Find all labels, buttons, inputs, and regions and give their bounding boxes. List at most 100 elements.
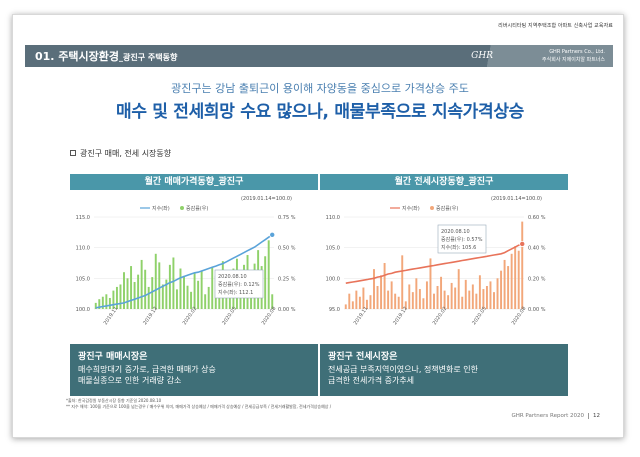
bar [447, 295, 450, 309]
bar [418, 289, 421, 309]
headline: 매수 및 전세희망 수요 많으나, 매물부족으로 지속가격상승 [115, 102, 525, 122]
bar [464, 279, 467, 309]
y-tick-left: 110.0 [326, 215, 340, 221]
bar [521, 221, 524, 309]
bar [496, 278, 499, 309]
bar [119, 284, 122, 309]
bar [429, 258, 432, 309]
bar [454, 287, 457, 309]
bar [108, 297, 111, 309]
index-line [345, 243, 523, 284]
bar [105, 294, 108, 309]
bar [394, 293, 397, 309]
bar [383, 263, 386, 309]
bar [211, 267, 214, 309]
bar [193, 273, 196, 309]
y-tick-right: 0.50 % [278, 246, 296, 252]
bar [433, 293, 435, 309]
y-tick-right: 0.25 % [278, 276, 296, 282]
bar [126, 278, 129, 309]
bar [507, 266, 510, 309]
bar [390, 281, 393, 309]
bar [271, 294, 274, 309]
footnote-index: ** 지수 해석: 100을 기준으로 100을 넘는경우 / 매수우위 의미,… [66, 404, 332, 409]
bar [147, 286, 150, 309]
chart-title-jeonse: 월간 전세시장동향_광진구 [320, 174, 568, 190]
bar [179, 268, 182, 309]
y-tick-right: 0.00 % [278, 307, 296, 313]
bar [478, 275, 481, 309]
bar [98, 299, 101, 309]
bar [207, 286, 210, 309]
bar [362, 287, 365, 309]
company-name: GHR Partners Co., Ltd. 주식회사 지에이치알 파트너스 [542, 48, 605, 64]
bar [344, 304, 347, 309]
bar [351, 301, 354, 309]
bar [115, 286, 118, 309]
bar [489, 281, 492, 309]
footer-report: GHR Partners Report 2020 [511, 413, 584, 419]
y-tick-right: 0.00 % [528, 307, 546, 313]
desc-text-jeonse-2: 급격한 전세가격 증가추세 [328, 376, 415, 385]
bar [161, 284, 164, 309]
bar [493, 292, 495, 309]
bar [471, 284, 474, 309]
bar [411, 292, 414, 309]
desc-box-jeonse: 광진구 전세시장은 전세공급 부족지역이였으나, 정책변화로 인한 급격한 전세… [320, 344, 568, 396]
bar [461, 296, 464, 309]
bar [172, 257, 175, 309]
bar [123, 272, 125, 309]
legend-bar-swatch [180, 206, 184, 210]
bar [137, 274, 140, 309]
bar [387, 290, 390, 309]
top-note: 리버시티타팅 지역주택조합 아파트 신축사업 교육자료 [498, 23, 613, 29]
bar [154, 253, 157, 309]
bar [94, 302, 97, 309]
bar [101, 296, 104, 309]
y-tick-right: 0.75 % [278, 215, 296, 221]
bar [517, 250, 520, 309]
tooltip-index: 지수(좌): 105.6 [441, 244, 476, 251]
last-point [269, 231, 276, 238]
footnote: *출처: 한국감정원 부동산시장 동향 기준일 2020.08.10 ** 지수… [66, 398, 331, 410]
legend-bar-label: 증감률(우) [436, 205, 458, 212]
bar [175, 289, 178, 309]
bar [443, 290, 446, 309]
legend-bar-swatch [430, 206, 434, 210]
chart-sale-svg: (2019.01.14=100.0) 지수(좌) 증감률(우) 115.0 110.0 1… [76, 196, 296, 326]
page-number: 12 [588, 413, 600, 419]
bar [267, 240, 270, 309]
tooltip-rate: 증감률(우): 0.57% [441, 236, 483, 243]
bar [165, 279, 168, 309]
bar [422, 298, 425, 309]
bar [197, 280, 200, 309]
company-name-ko: 주식회사 지에이치알 파트너스 [542, 57, 605, 63]
last-point [519, 240, 526, 247]
chart-jeonse-svg: (2019.01.14=100.0) 지수(좌) 증감률(우) 110.0 105.0 1… [326, 196, 546, 326]
footnote-source: *출처: 한국감정원 부동산시장 동향 기준일 2020.08.10 [66, 398, 162, 403]
bar [204, 294, 207, 309]
bar [500, 270, 503, 309]
header-title: 01. 주택시장환경_광진구 주택동향 [35, 48, 177, 64]
company-name-en: GHR Partners Co., Ltd. [549, 49, 605, 55]
bar [133, 282, 136, 309]
legend-bar-label: 증감률(우) [186, 205, 208, 212]
tooltip-index: 지수(좌): 112.1 [218, 289, 253, 296]
tooltip-date: 2020.08.10 [218, 274, 247, 280]
bar [415, 278, 418, 309]
section-label-text: 광진구 매매, 전세 시장동향 [80, 149, 172, 158]
bar [514, 246, 517, 309]
bar [130, 266, 133, 309]
desc-text-jeonse-1: 전세공급 부족지역이였으나, 정책변화로 인한 [328, 365, 479, 374]
bar [369, 295, 372, 309]
bar [450, 282, 453, 309]
header-decoration [463, 45, 613, 67]
bar [468, 290, 471, 309]
footer: GHR Partners Report 2020 12 [511, 413, 600, 419]
bar [168, 264, 171, 309]
bar [380, 275, 383, 309]
y-tick-left: 105.0 [76, 276, 90, 282]
bar [144, 269, 147, 309]
bar [425, 281, 428, 309]
bar [475, 293, 478, 309]
